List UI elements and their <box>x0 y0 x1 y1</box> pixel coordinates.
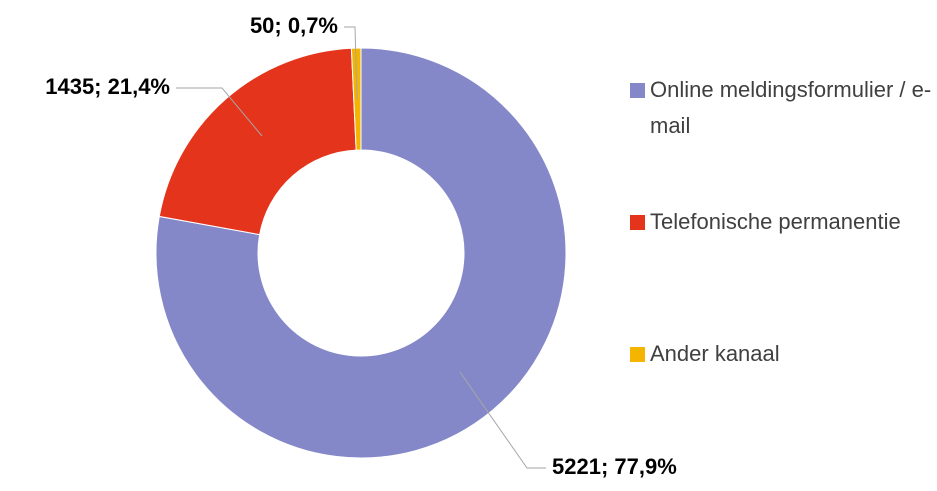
data-label: 5221; 77,9% <box>552 454 677 479</box>
leader-line <box>344 26 358 101</box>
donut-slice <box>350 47 362 151</box>
leader-line <box>176 87 263 137</box>
legend-item: Ander kanaal <box>630 336 935 372</box>
leader-line <box>459 371 546 469</box>
legend-swatch <box>630 347 645 362</box>
legend-item: Online meldingsformulier / e-mail <box>630 72 935 144</box>
data-label: 50; 0,7% <box>250 13 338 38</box>
legend-label: Telefonische permanentie <box>650 209 901 234</box>
legend-label: Ander kanaal <box>650 341 780 366</box>
legend-label: Online meldingsformulier / e-mail <box>650 77 932 138</box>
donut-slice <box>158 47 357 236</box>
legend-item: Telefonische permanentie <box>630 204 935 240</box>
legend-swatch <box>630 215 645 230</box>
data-label: 1435; 21,4% <box>45 74 170 99</box>
legend-swatch <box>630 83 645 98</box>
donut-slice <box>155 47 567 459</box>
